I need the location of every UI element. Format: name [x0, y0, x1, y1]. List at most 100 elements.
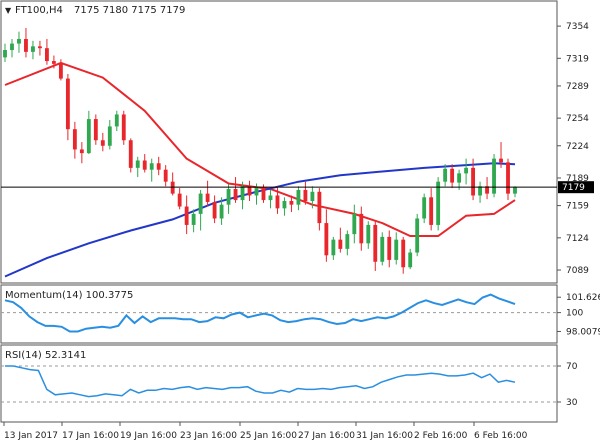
candle-body	[184, 206, 189, 225]
candle-body	[506, 162, 510, 194]
candle-body	[324, 223, 329, 256]
candle	[443, 164, 448, 187]
ohlc-label: 7175 7180 7175 7179	[74, 5, 185, 16]
candle	[268, 189, 273, 209]
candle-body	[513, 187, 517, 194]
y-tick-label: 7189	[566, 174, 589, 184]
candle-body	[429, 197, 434, 225]
candle	[317, 188, 322, 231]
candle	[17, 31, 21, 53]
candle	[163, 165, 168, 187]
candle	[184, 195, 189, 235]
candle-body	[359, 213, 364, 244]
candle	[3, 43, 7, 62]
candle-body	[212, 201, 217, 219]
momentum-tick-label: 98.0079	[566, 327, 600, 337]
momentum-panel	[0, 284, 558, 344]
candle-body	[149, 163, 154, 170]
candle-body	[380, 236, 385, 262]
candle	[79, 142, 84, 164]
candle	[10, 38, 14, 58]
candle-body	[443, 168, 448, 182]
candle-body	[198, 193, 203, 214]
candle-body	[499, 158, 503, 163]
candle-body	[331, 239, 336, 256]
candle	[282, 197, 287, 216]
candle-body	[65, 78, 70, 130]
candle-body	[310, 191, 315, 201]
candle	[408, 248, 413, 270]
candle-body	[471, 167, 476, 196]
candle-body	[247, 186, 252, 196]
candle-body	[268, 195, 273, 201]
candle	[31, 40, 35, 60]
y-tick-label: 7159	[566, 202, 589, 212]
candle	[93, 114, 98, 145]
candle-body	[31, 46, 35, 52]
candle-body	[289, 200, 294, 205]
candle-body	[3, 50, 7, 58]
x-tick-label: 23 Jan 16:00	[180, 431, 237, 441]
momentum-label: Momentum(14) 100.3775	[5, 290, 133, 301]
candle-body	[121, 114, 126, 141]
candle-body	[317, 191, 322, 224]
candle-body	[93, 119, 98, 141]
current-price-value: 7179	[562, 183, 585, 193]
candle	[303, 181, 308, 205]
x-tick-label: 13 Jan 2017	[4, 431, 58, 441]
y-tick-label: 7319	[566, 54, 589, 64]
chart-triangle-icon: ▼	[5, 6, 12, 15]
candle	[135, 156, 140, 178]
candle	[191, 209, 196, 233]
rsi-tick-label: 70	[566, 362, 578, 372]
candle	[373, 221, 378, 271]
candle-body	[387, 236, 392, 260]
y-tick-label: 7224	[566, 142, 589, 152]
candle	[219, 197, 224, 225]
candle	[513, 186, 517, 198]
price-y-axis: 7354 7319 7289 7254 7224 7189 7159 7124 7089	[557, 22, 589, 276]
candle-body	[58, 63, 63, 79]
momentum-tick-label: 101.6268	[566, 293, 600, 303]
candle-body	[100, 140, 105, 146]
candle	[345, 230, 350, 256]
candle	[156, 156, 161, 176]
candle-body	[492, 158, 496, 194]
candle-body	[240, 186, 245, 201]
candle-body	[345, 234, 350, 249]
x-tick-label: 27 Jan 16:00	[298, 431, 355, 441]
candle-body	[128, 140, 133, 168]
rsi-tick-label: 30	[566, 398, 578, 408]
candle	[107, 119, 112, 150]
candle-body	[436, 181, 441, 225]
candle	[177, 188, 182, 210]
x-tick-label: 2 Feb 16:00	[414, 431, 468, 441]
candle-body	[457, 173, 462, 183]
candle-body	[415, 218, 420, 253]
candle	[38, 40, 42, 56]
candle-body	[135, 160, 140, 168]
candle	[324, 209, 329, 262]
candle-body	[282, 200, 287, 209]
candle-body	[156, 163, 161, 170]
candle	[499, 142, 503, 168]
candle-body	[352, 213, 357, 235]
candle	[198, 189, 203, 231]
candle-body	[44, 48, 49, 62]
x-tick-label: 17 Jan 16:00	[62, 431, 119, 441]
candle-body	[394, 239, 399, 260]
symbol-label: FT100,H4	[15, 5, 63, 16]
candle-body	[142, 160, 147, 170]
candle	[121, 110, 126, 145]
candle	[401, 236, 406, 274]
candle-body	[450, 168, 455, 183]
rsi-line	[5, 365, 516, 398]
candle	[247, 180, 252, 201]
candle	[296, 186, 301, 211]
candle	[44, 38, 49, 65]
candle-body	[408, 252, 413, 268]
candle-body	[485, 186, 489, 194]
candle-body	[107, 126, 112, 146]
candle-body	[163, 169, 168, 182]
